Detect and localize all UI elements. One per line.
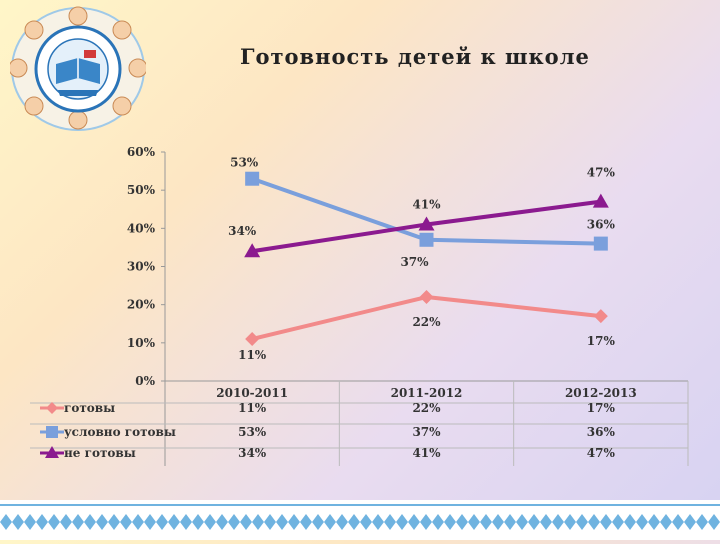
data-label: 53% (230, 156, 259, 170)
ornament-motif (24, 514, 48, 530)
legend-entry: готовы (64, 401, 115, 415)
ornament-motif (504, 514, 528, 530)
table-cell-value: 53% (238, 425, 267, 439)
ornament-motif (600, 514, 624, 530)
data-label: 22% (412, 315, 441, 329)
legend-marker (46, 402, 58, 414)
table-cell-value: 34% (238, 446, 267, 460)
y-tick-label: 20% (127, 298, 156, 312)
y-tick-label: 40% (127, 221, 156, 235)
ornament-motif (408, 514, 432, 530)
ornament-motif (360, 514, 384, 530)
slide-title: Готовность детей к школе (240, 44, 590, 69)
table-cell-value: 47% (587, 446, 616, 460)
y-tick-label: 10% (127, 336, 156, 350)
data-point-marker (593, 309, 608, 324)
ornament-motif (288, 514, 312, 530)
data-point-marker (592, 193, 609, 208)
x-category-label: 2011-2012 (391, 386, 463, 400)
x-category-label: 2012-2013 (565, 386, 637, 400)
data-label: 34% (228, 224, 257, 238)
ornament-motif (552, 514, 576, 530)
ornament-motif (624, 514, 648, 530)
ornament-motif (336, 514, 360, 530)
ornament-motif (0, 514, 24, 530)
y-tick-label: 30% (127, 260, 156, 274)
legend-entry: не готовы (64, 446, 136, 460)
data-label: 17% (587, 334, 616, 348)
data-point-marker (419, 232, 434, 247)
legend-marker (45, 446, 59, 458)
school-emblem-logo (10, 6, 146, 131)
data-point-marker (418, 216, 435, 231)
ornament-motif (456, 514, 480, 530)
ornament-motif (648, 514, 672, 530)
ornament-motif (432, 514, 456, 530)
data-point-marker (245, 332, 260, 347)
ornament-motif (576, 514, 600, 530)
table-cell-value: 41% (412, 446, 441, 460)
legend-entry: условно готовы (64, 425, 176, 439)
data-label: 47% (587, 166, 616, 180)
table-cell-value: 22% (412, 401, 441, 415)
data-label: 37% (400, 255, 429, 269)
data-point-marker (593, 236, 608, 251)
data-point-marker (245, 171, 260, 186)
table-cell-value: 11% (238, 401, 267, 415)
ornament-motif (192, 514, 216, 530)
table-cell-value: 37% (412, 425, 441, 439)
ornament-motif (384, 514, 408, 530)
ornament-motif (48, 514, 72, 530)
y-tick-label: 0% (135, 374, 155, 388)
data-label: 36% (587, 218, 616, 232)
children-faces-ring (10, 6, 146, 130)
ornament-motif (696, 514, 720, 530)
ornament-strip (0, 500, 720, 540)
legend-marker (46, 426, 58, 438)
ornament-motif (240, 514, 264, 530)
ornament-motif (144, 514, 168, 530)
ornament-motif (528, 514, 552, 530)
data-point-marker (419, 290, 434, 305)
ornament-motif (264, 514, 288, 530)
ornament-motif (120, 514, 144, 530)
y-tick-label: 50% (127, 183, 156, 197)
ornament-motif (216, 514, 240, 530)
ornament-motif (168, 514, 192, 530)
ornament-motif (672, 514, 696, 530)
table-cell-value: 36% (587, 425, 616, 439)
data-point-marker (244, 243, 261, 258)
ornament-motif (72, 514, 96, 530)
data-label: 41% (412, 198, 441, 212)
x-category-label: 2010-2011 (216, 386, 288, 400)
ornament-motif (312, 514, 336, 530)
table-cell-value: 17% (587, 401, 616, 415)
ornament-motif (480, 514, 504, 530)
ornament-motif (96, 514, 120, 530)
data-label: 11% (238, 348, 267, 362)
y-tick-label: 60% (127, 145, 156, 159)
